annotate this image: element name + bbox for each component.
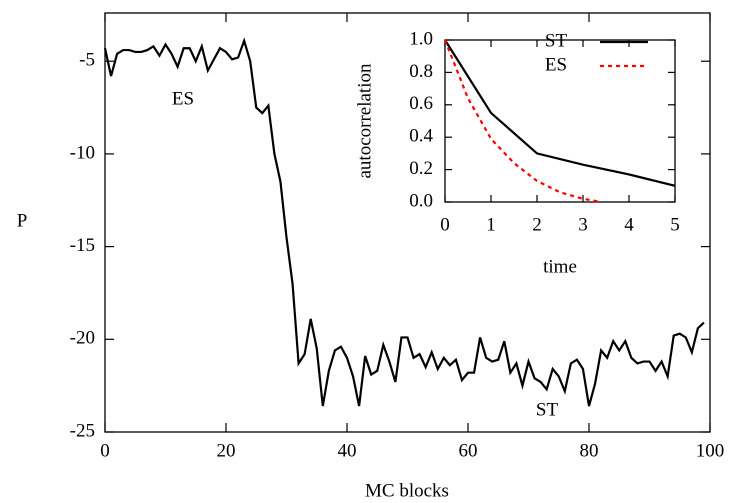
y-tick-label: -25 bbox=[70, 420, 95, 441]
x-tick-label: 1 bbox=[486, 214, 496, 235]
y-tick-label: -5 bbox=[79, 50, 95, 71]
annotation: ES bbox=[172, 88, 194, 109]
y-tick-label: 0.8 bbox=[409, 61, 433, 82]
x-tick-label: 100 bbox=[696, 440, 725, 461]
y-tick-label: -20 bbox=[70, 328, 95, 349]
x-tick-label: 0 bbox=[440, 214, 450, 235]
x-tick-label: 40 bbox=[338, 440, 357, 461]
y-axis-label: autocorrelation bbox=[354, 63, 375, 179]
y-tick-label: -15 bbox=[70, 235, 95, 256]
x-tick-label: 0 bbox=[100, 440, 110, 461]
y-axis-label: P bbox=[17, 210, 28, 231]
y-tick-label: 1.0 bbox=[409, 28, 433, 49]
x-axis-label: time bbox=[543, 256, 577, 277]
x-tick-label: 3 bbox=[578, 214, 588, 235]
annotation: ST bbox=[536, 399, 559, 420]
x-tick-label: 60 bbox=[459, 440, 478, 461]
data-line bbox=[444, 39, 676, 187]
legend-label: ST bbox=[545, 30, 568, 51]
x-tick-label: 4 bbox=[624, 214, 634, 235]
y-tick-label: -10 bbox=[70, 142, 95, 163]
x-tick-label: 20 bbox=[217, 440, 236, 461]
x-tick-label: 2 bbox=[532, 214, 542, 235]
x-tick-label: 5 bbox=[670, 214, 680, 235]
data-line bbox=[103, 37, 705, 407]
y-tick-label: 0.4 bbox=[409, 126, 433, 147]
data-line bbox=[443, 39, 602, 204]
plot-area bbox=[444, 39, 676, 203]
legend-label: ES bbox=[545, 54, 567, 75]
y-tick-label: 0.0 bbox=[409, 190, 433, 211]
y-tick-label: 0.2 bbox=[409, 158, 433, 179]
y-tick-label: 0.6 bbox=[409, 93, 433, 114]
x-tick-label: 80 bbox=[580, 440, 599, 461]
x-axis-label: MC blocks bbox=[365, 480, 449, 501]
